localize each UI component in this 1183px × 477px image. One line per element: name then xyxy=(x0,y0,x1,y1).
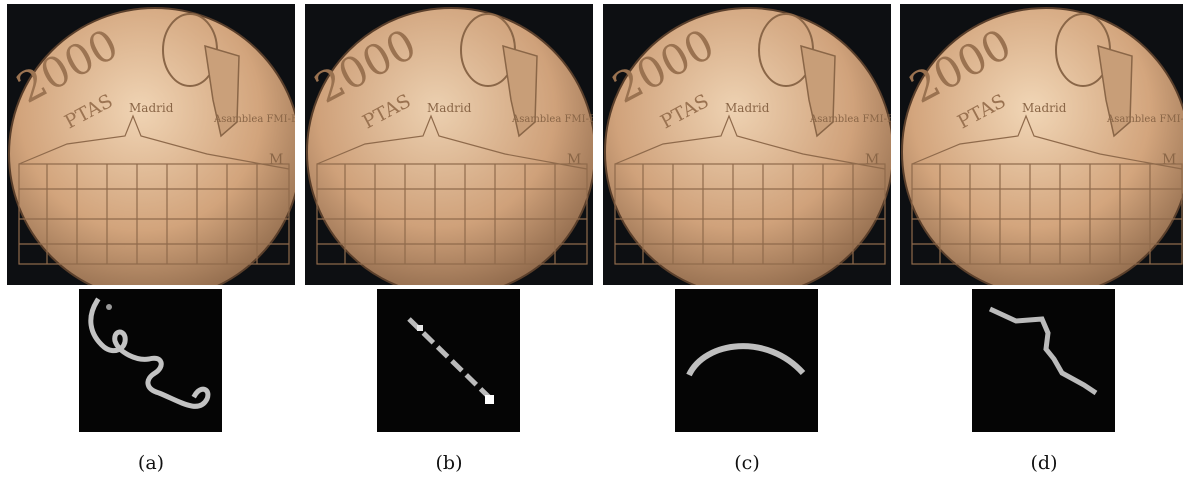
panel-a: 2000 PTAS Madrid Asamblea FMI-BM M (a) xyxy=(7,0,295,477)
coin-illustration: 2000 PTAS Madrid Asamblea FMI-BM M xyxy=(7,4,295,285)
panel-b: 2000 PTAS Madrid Asamblea FMI-BM M xyxy=(305,0,593,477)
coin-city: Madrid xyxy=(725,101,770,115)
panel-d: 2000 PTAS Madrid Asamblea FMI-BM M (d) xyxy=(900,0,1183,477)
coin-photo: 2000 PTAS Madrid Asamblea FMI-BM M xyxy=(900,4,1183,285)
coin-photo: 2000 PTAS Madrid Asamblea FMI-BM M xyxy=(305,4,593,285)
diagonal-kernel xyxy=(377,289,520,432)
building-relief xyxy=(911,114,1183,265)
coin-note: Asamblea FMI-BM xyxy=(213,114,295,125)
coin-illustration: 2000 PTAS Madrid Asamblea FMI-BM M xyxy=(305,4,593,285)
coin-photo: 2000 PTAS Madrid Asamblea FMI-BM M xyxy=(603,4,891,285)
curly-kernel xyxy=(79,289,222,432)
caption: (b) xyxy=(435,452,463,474)
caption: (d) xyxy=(1030,452,1058,474)
building-relief xyxy=(316,114,588,265)
zigzag-kernel xyxy=(972,289,1115,432)
panel-c: 2000 PTAS Madrid Asamblea FMI-BM M (c) xyxy=(603,0,891,477)
coin-illustration: 2000 PTAS Madrid Asamblea FMI-BM M xyxy=(900,4,1183,285)
building-relief xyxy=(18,114,290,265)
coin-note: Asamblea FMI-BM xyxy=(1106,114,1183,125)
coin-city: Madrid xyxy=(427,101,472,115)
caption: (a) xyxy=(137,452,165,474)
building-relief xyxy=(614,114,886,265)
coin-photo: 2000 PTAS Madrid Asamblea FMI-BM M xyxy=(7,4,295,285)
coin-illustration: 2000 PTAS Madrid Asamblea FMI-BM M xyxy=(603,4,891,285)
coin-city: Madrid xyxy=(1022,101,1067,115)
coin-note: Asamblea FMI-BM xyxy=(511,114,593,125)
coin-city: Madrid xyxy=(129,101,174,115)
coin-note: Asamblea FMI-BM xyxy=(809,114,891,125)
arc-kernel xyxy=(675,289,818,432)
caption: (c) xyxy=(734,452,760,474)
